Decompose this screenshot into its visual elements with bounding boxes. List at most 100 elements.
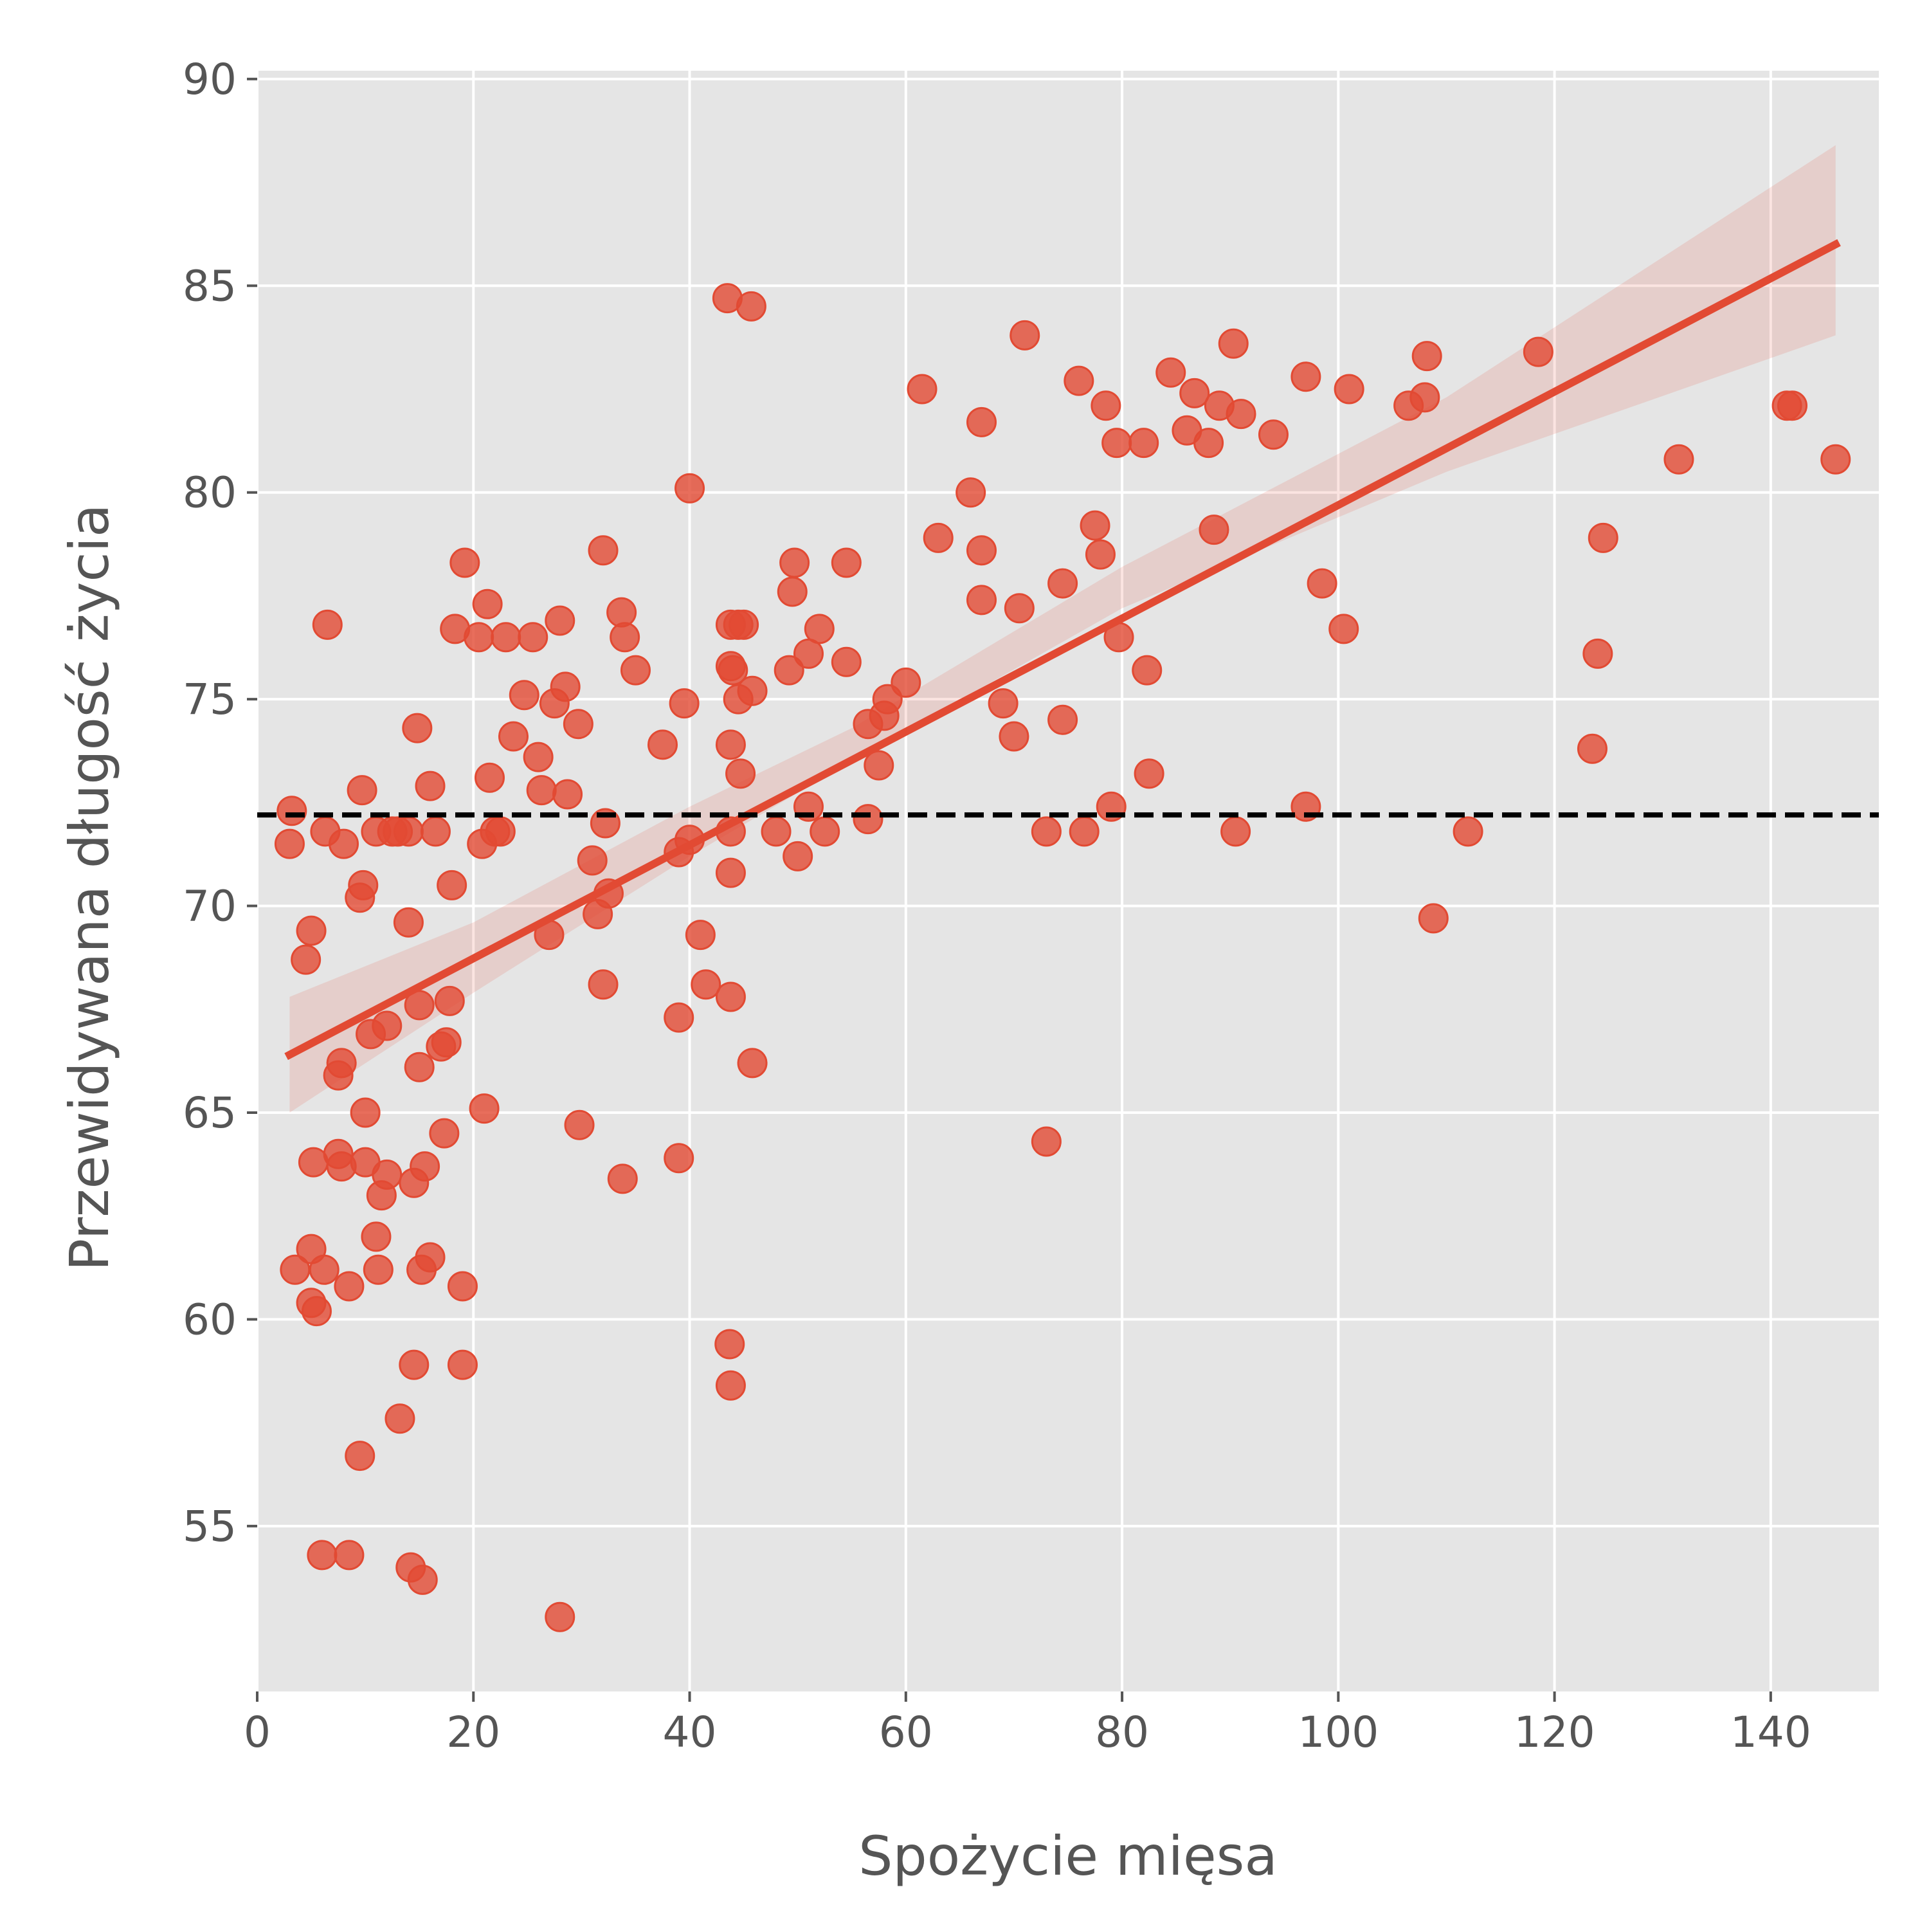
data-point [607,1163,638,1194]
data-point [610,622,640,653]
x-tick-label: 0 [244,1708,271,1757]
data-point [469,1093,500,1124]
data-point [523,742,554,772]
data-point [648,729,678,760]
data-point [498,721,529,752]
data-point [664,1143,694,1174]
data-point [715,857,746,888]
data-point [434,985,465,1016]
data-point [691,969,721,1000]
data-point [1334,374,1364,405]
data-point [955,477,986,508]
data-point [1199,515,1229,545]
data-point [1258,419,1289,450]
data-point [1080,510,1110,541]
x-tick-label: 80 [1095,1708,1149,1757]
data-point [793,638,824,669]
y-axis-label: Przewidywana długość życia [58,504,121,1271]
data-point [685,920,716,951]
data-point [348,870,379,900]
data-point [999,721,1029,752]
data-point [966,585,997,615]
y-tick-label: 55 [183,1502,237,1551]
data-point [393,816,424,847]
data-point [1820,444,1851,475]
data-point [1307,568,1337,599]
data-point [363,1254,394,1285]
data-point [291,944,322,975]
data-point [620,655,651,686]
data-point [737,675,768,706]
data-point [577,845,608,876]
data-point [296,915,327,946]
data-point [1777,390,1807,421]
data-point [474,762,505,793]
data-point [385,1403,415,1434]
data-point [526,775,557,806]
data-point [301,1296,332,1327]
data-point [715,981,746,1012]
data-point [307,1540,338,1571]
data-point [431,1027,462,1058]
data-point [274,828,305,859]
data-point [347,775,377,806]
data-point [509,680,539,711]
data-point [429,1118,460,1149]
data-point [715,729,746,760]
data-point [404,1052,435,1082]
data-point [774,655,804,686]
data-point [399,1349,430,1380]
x-tick-label: 140 [1730,1708,1811,1757]
data-point [1101,428,1132,459]
data-point [1193,428,1224,459]
data-point [491,622,521,653]
data-point [715,1370,746,1401]
y-tick-label: 80 [183,468,237,518]
data-point [1179,378,1210,408]
data-point [1091,390,1121,421]
x-axis-label: Spożycie mięsa [858,1825,1278,1888]
data-point [545,605,575,636]
data-point [966,406,997,437]
data-point [783,841,813,871]
data-point [1588,522,1618,553]
data-point [334,1540,365,1571]
data-point [737,1048,768,1079]
regression-line [284,239,1841,1061]
data-point [1523,336,1553,367]
data-point [1010,320,1040,351]
data-point [1328,614,1359,644]
x-tick-label: 40 [663,1708,717,1757]
y-tick-label: 85 [183,261,237,311]
data-point [1031,816,1062,847]
data-point [345,1441,376,1472]
data-point [1031,1126,1062,1157]
data-point [1226,399,1256,430]
y-tick-label: 90 [183,55,237,104]
data-point [1577,733,1608,764]
data-point [831,547,862,578]
data-point [923,522,954,553]
data-point [402,713,433,743]
data-point [550,671,581,702]
data-point [334,1271,365,1302]
data-point [675,473,705,504]
data-point [1218,328,1249,359]
x-tick-label: 120 [1514,1708,1595,1757]
data-point [718,655,748,686]
data-point [1453,816,1483,847]
data-point [563,709,593,740]
data-point [393,907,424,938]
data-point [1064,365,1094,396]
data-point [1047,704,1078,735]
data-point [361,1221,392,1252]
data-point [891,667,921,698]
data-point [1047,568,1078,599]
data-point [1069,816,1100,847]
data-point [1220,816,1251,847]
data-point [729,609,759,640]
data-point [804,614,835,644]
data-point [1004,593,1035,624]
data-point [276,796,307,826]
